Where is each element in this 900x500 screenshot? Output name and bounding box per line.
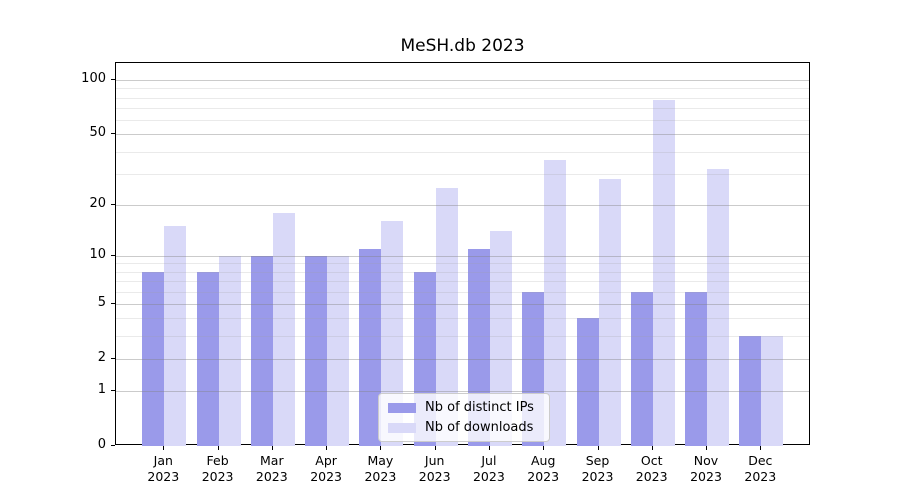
y-tick-mark — [111, 445, 115, 446]
x-tick-mark — [706, 446, 707, 450]
gridline-major — [116, 391, 809, 392]
x-tick-mark — [760, 446, 762, 450]
x-tick-mark — [380, 446, 382, 450]
x-tick-mark — [163, 446, 165, 450]
bar-distinct-ips — [359, 248, 382, 446]
y-tick-label: 10 — [89, 246, 106, 262]
gridline-minor — [116, 151, 809, 153]
bar-downloads — [164, 226, 187, 446]
x-tick-mark — [488, 446, 490, 450]
bar-downloads — [435, 187, 458, 446]
bar-downloads — [218, 255, 241, 446]
x-tick-label: Sep 2023 — [581, 453, 614, 484]
gridline-minor — [116, 173, 809, 175]
gridline-minor — [116, 120, 809, 121]
plot-area — [115, 62, 810, 446]
bar-downloads — [652, 99, 675, 446]
legend: Nb of distinct IPs Nb of downloads — [378, 393, 550, 442]
y-tick-mark — [111, 203, 115, 205]
bar-downloads — [272, 212, 295, 446]
y-tick-mark — [111, 79, 115, 80]
gridline-major — [116, 303, 809, 305]
y-tick-mark — [111, 390, 115, 391]
gridline-minor — [116, 88, 809, 90]
bar-distinct-ips — [630, 291, 653, 446]
legend-swatch-distinct-ips — [388, 402, 416, 413]
gridline-minor — [116, 108, 809, 109]
bar-downloads — [761, 336, 784, 446]
x-tick-label: Jan 2023 — [147, 453, 180, 484]
gridline-minor — [116, 318, 809, 320]
x-tick-label: Aug 2023 — [527, 453, 560, 484]
bar-downloads — [707, 168, 729, 446]
x-tick-mark — [651, 446, 653, 450]
bar-downloads — [598, 179, 621, 446]
y-tick-mark — [111, 133, 115, 135]
gridline-major — [116, 255, 809, 257]
gridline-major — [116, 204, 809, 206]
y-tick-label: 5 — [97, 294, 106, 310]
legend-entry-distinct-ips: Nb of distinct IPs — [388, 400, 539, 415]
y-tick-label: 20 — [89, 195, 106, 211]
y-tick-label: 2 — [97, 349, 106, 365]
bar-downloads — [327, 255, 350, 446]
y-tick-label: 100 — [81, 71, 106, 86]
x-tick-label: May 2023 — [364, 453, 397, 484]
legend-swatch-downloads — [388, 422, 416, 433]
gridline-major — [116, 358, 809, 360]
bar-downloads — [544, 159, 567, 446]
x-tick-mark — [271, 446, 273, 450]
bar-distinct-ips — [685, 291, 707, 446]
x-tick-label: Nov 2023 — [690, 453, 722, 484]
x-tick-label: Mar 2023 — [255, 453, 288, 484]
bar-distinct-ips — [142, 271, 165, 446]
x-tick-mark — [434, 446, 436, 450]
bar-distinct-ips — [250, 255, 273, 446]
x-tick-mark — [326, 446, 328, 450]
y-tick-label: 50 — [89, 125, 106, 141]
gridline-major — [116, 80, 809, 81]
x-tick-label: Jun 2023 — [418, 453, 451, 484]
gridline-minor — [116, 271, 809, 273]
x-tick-mark — [597, 446, 599, 450]
bar-distinct-ips — [576, 318, 599, 446]
y-tick-mark — [111, 254, 115, 256]
bar-downloads — [381, 221, 404, 446]
chart-title: MeSH.db 2023 — [400, 36, 525, 56]
bar-distinct-ips — [305, 255, 328, 446]
y-tick-label: 0 — [97, 437, 106, 452]
x-tick-mark — [217, 446, 219, 450]
gridline-minor — [116, 97, 809, 99]
y-tick-mark — [111, 302, 115, 304]
x-tick-label: Jul 2023 — [472, 453, 505, 484]
gridline-major — [116, 134, 809, 136]
gridline-minor — [116, 263, 809, 265]
x-tick-label: Feb 2023 — [201, 453, 234, 484]
legend-entry-downloads: Nb of downloads — [388, 420, 539, 435]
bar-downloads — [489, 231, 512, 446]
legend-label-distinct-ips: Nb of distinct IPs — [425, 400, 534, 415]
bar-distinct-ips — [739, 336, 762, 446]
gridline-minor — [116, 291, 809, 293]
x-tick-label: Oct 2023 — [635, 453, 668, 484]
x-tick-label: Dec 2023 — [744, 453, 777, 484]
x-tick-mark — [543, 446, 545, 450]
y-tick-mark — [111, 357, 115, 359]
y-tick-label: 1 — [97, 382, 106, 397]
gridline-minor — [116, 281, 809, 283]
legend-label-downloads: Nb of downloads — [425, 420, 534, 435]
x-tick-label: Apr 2023 — [310, 453, 342, 484]
bar-distinct-ips — [196, 271, 219, 446]
gridline-minor — [116, 336, 809, 338]
